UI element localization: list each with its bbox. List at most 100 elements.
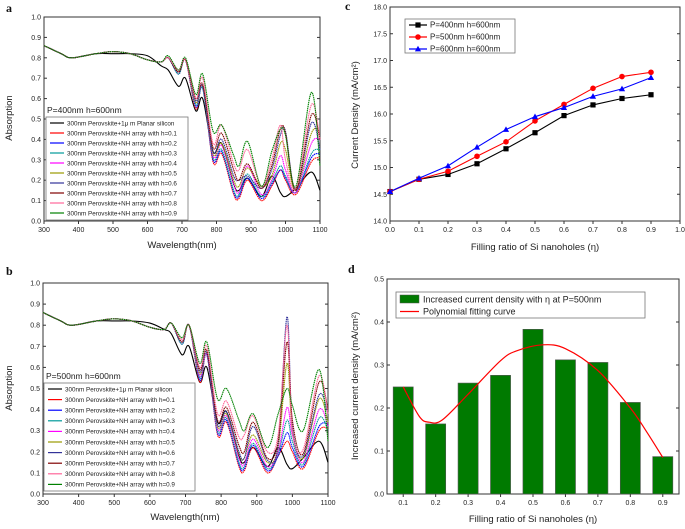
x-tick-label-b: 700	[180, 500, 192, 507]
data-point-c	[474, 161, 480, 167]
data-point-c	[647, 74, 655, 81]
x-tick-label-d: 0.2	[431, 500, 441, 507]
x-tick-label-c: 0.4	[501, 227, 511, 234]
data-point-c	[445, 171, 451, 178]
bar-0.9	[652, 456, 674, 495]
chart-a: 0.0 0.1 0.2 0.3 0.4 0.5 0.6 0.7 0.8 0.9 1.0 300 400 5…	[31, 15, 327, 235]
legend-marker-c	[414, 45, 422, 52]
data-point-c	[415, 175, 423, 181]
legend-a	[45, 116, 189, 221]
fit-curve	[402, 344, 664, 458]
x-tick-label-d: 0.1	[398, 500, 408, 507]
bar-0.3	[457, 382, 479, 495]
data-point-c	[532, 118, 538, 124]
legend-label-a: 300nm Perovskite+NH array with h=0.5	[67, 170, 177, 177]
bar-0.6	[555, 359, 576, 495]
legend-label-bars: Increased current density with η at P=50…	[423, 295, 601, 305]
data-point-c	[386, 188, 394, 194]
y-tick-label-a: 0.8	[31, 55, 41, 62]
legend-label-a: 300nm Perovskite+NH array with h=0.2	[67, 140, 177, 147]
bar-0.4	[490, 375, 511, 495]
y-tick-label-c: 15.5	[373, 138, 387, 145]
y-tick-label-b: 0.3	[30, 428, 40, 435]
x-tick-label-a: 500	[107, 227, 119, 234]
bar-0.2	[425, 423, 447, 495]
panel-label-c: c	[345, 0, 351, 13]
xlabel-b: Wavelength(nm)	[150, 512, 219, 523]
x-tick-label-a: 700	[176, 227, 188, 234]
series-line-c	[389, 77, 652, 193]
x-tick-label-c: 0.9	[646, 227, 656, 234]
x-tick-label-d: 0.4	[496, 500, 506, 507]
x-tick-label-b: 1000	[285, 500, 301, 507]
y-tick-label-c: 14.0	[373, 219, 387, 226]
ylabel-a: Absorption	[4, 95, 15, 140]
y-tick-label-b: 0.4	[30, 407, 40, 414]
series-line-c	[389, 94, 652, 193]
legend-label-c: P=400nm h=600nm	[430, 20, 501, 29]
legend-label-c: P=600nm h=600nm	[430, 44, 501, 53]
panel-label-a: a	[6, 1, 12, 15]
series-line-b	[42, 312, 329, 449]
x-tick-label-d: 0.8	[625, 500, 635, 507]
bar-0.1	[392, 386, 414, 495]
y-tick-label-a: 0.0	[31, 219, 41, 226]
x-tick-label-c: 0.7	[588, 227, 598, 234]
x-tick-label-d: 0.3	[463, 500, 473, 507]
x-tick-label-d: 0.7	[593, 500, 603, 507]
data-point-c	[532, 130, 538, 136]
ylabel-c: Current Density (mA/cm²)	[350, 61, 361, 169]
data-point-c	[561, 113, 567, 119]
x-tick-label-a: 1100	[312, 227, 327, 234]
legend-label-b: 300nm Perovskite+NH array with h=0.5	[65, 439, 175, 446]
y-tick-label-a: 0.7	[31, 76, 41, 83]
x-tick-label-c: 0.3	[472, 227, 482, 234]
data-point-c	[445, 168, 451, 175]
series-line-a	[43, 45, 321, 198]
bar-0.5	[522, 329, 544, 495]
y-tick-label-c: 18.0	[373, 5, 387, 12]
annotation-a: P=400nm h=600nm	[47, 105, 122, 115]
x-tick-label-b: 800	[215, 500, 227, 507]
x-tick-label-b: 300	[37, 500, 49, 507]
legend-label-b: 300nm Perovskite+NH array with h=0.3	[65, 418, 175, 425]
series-line-c	[389, 71, 652, 193]
x-tick-label-a: 400	[73, 227, 85, 234]
y-tick-label-b: 0.1	[30, 470, 40, 477]
y-tick-label-a: 0.3	[31, 157, 41, 164]
x-tick-label-c: 0.2	[443, 227, 453, 234]
data-point-c	[561, 101, 567, 108]
x-tick-label-b: 900	[251, 500, 263, 507]
y-tick-label-c: 17.5	[373, 31, 387, 38]
y-tick-label-d: 0.5	[374, 277, 384, 284]
y-tick-label-b: 0.5	[30, 386, 40, 393]
x-tick-label-d: 0.6	[561, 500, 571, 507]
x-tick-label-c: 0.8	[617, 227, 627, 234]
y-tick-label-a: 0.5	[31, 117, 41, 124]
xlabel-d: Filling ratio of Si nanoholes (η)	[469, 514, 597, 525]
x-tick-label-d: 0.9	[658, 500, 668, 507]
data-point-c	[590, 102, 596, 108]
data-point-c	[444, 162, 452, 169]
y-tick-label-d: 0.0	[374, 492, 384, 499]
y-tick-label-a: 0.1	[31, 198, 41, 205]
legend-label-b: 300nm Perovskite+NH array with h=0.1	[65, 397, 175, 404]
data-point-c	[560, 104, 568, 110]
ylabel-b: Absorption	[4, 365, 15, 410]
legend-label-a: 300nm Perovskite+NH array with h=0.9	[67, 210, 177, 217]
x-tick-label-a: 300	[38, 227, 50, 234]
legend-label-fit: Polynomial fitting curve	[423, 307, 516, 317]
y-tick-label-b: 0.0	[30, 492, 40, 499]
x-tick-label-d: 0.5	[528, 500, 538, 507]
panel-label-d: d	[348, 262, 355, 276]
bar-0.7	[587, 362, 609, 495]
annotation-b: P=500nm h=600nm	[46, 371, 121, 381]
y-tick-label-a: 0.6	[31, 96, 41, 103]
legend-label-b: 300nm Perovskite+NH array with h=0.2	[65, 408, 175, 415]
legend-label-a: 300nm Perovskite+NH array with h=0.1	[67, 130, 177, 137]
data-point-c	[648, 69, 654, 76]
y-tick-label-b: 0.9	[30, 302, 40, 309]
data-point-c	[589, 93, 597, 99]
y-tick-label-b: 0.7	[30, 344, 40, 351]
